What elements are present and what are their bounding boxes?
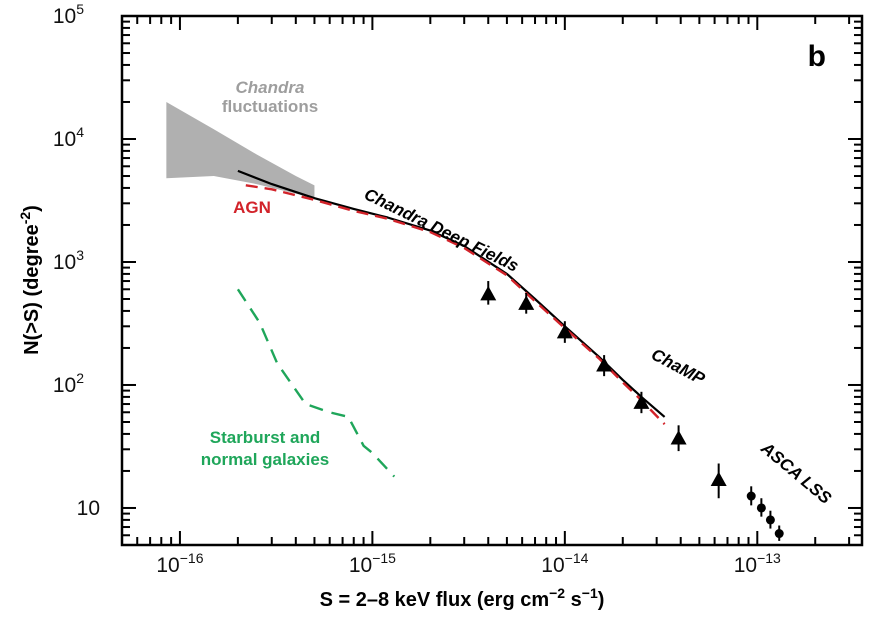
champ-point-2	[518, 295, 535, 310]
asca-point-3	[765, 515, 775, 525]
chandra-fluctuations-label: Chandra	[236, 78, 305, 97]
x-axis-title-sup2: −1	[582, 585, 598, 601]
x-axis-title-sup1: −2	[549, 585, 565, 601]
champ-label: ChaMP	[648, 345, 708, 389]
champ-point-6	[670, 430, 687, 445]
x-axis-title: S = 2–8 keV flux (erg cm−2 s−1)	[320, 585, 605, 611]
champ-point-4	[596, 357, 613, 372]
series-line-3	[236, 288, 396, 478]
champ-point-3	[556, 323, 573, 339]
chandra-deep-fields-label: Chandra Deep Fields	[361, 185, 521, 276]
ticks-layer	[121, 15, 862, 546]
starburst-label-line2: normal galaxies	[201, 450, 330, 469]
asca-point-4	[774, 529, 784, 539]
x-tick-label-2: 10−15	[349, 550, 396, 577]
y-tick-label-3: 103	[53, 247, 84, 274]
y-axis-title-main: N(>S) (degree	[21, 224, 43, 355]
y-tick-label-5: 105	[53, 1, 84, 28]
x-axis-title-main: S = 2–8 keV flux (erg cm	[320, 589, 550, 611]
series-layer	[236, 169, 666, 478]
series-line-1	[237, 169, 666, 418]
y-tick-label-1: 10	[77, 497, 100, 520]
starburst-label-line1: Starburst and	[210, 428, 321, 447]
champ-point-1	[480, 285, 497, 301]
y-axis-title: N(>S) (degree-2)	[17, 205, 43, 355]
y-tick-label-2: 102	[53, 370, 84, 397]
x-tick-label-1: 10−16	[156, 550, 203, 577]
y-tick-label-4: 104	[53, 124, 84, 151]
chandra-fluctuations-label-2: fluctuations	[222, 97, 318, 116]
x-tick-label-3: 10−14	[541, 550, 588, 577]
y-axis-title-end: )	[21, 205, 43, 212]
x-tick-label-4: 10−13	[734, 550, 781, 577]
x-axis-title-mid: s	[565, 589, 582, 611]
champ-point-7	[710, 471, 727, 487]
series-line-2	[245, 184, 666, 426]
labels-layer: 10−16 10−15 10−14 10−13 10 102 103 104 105	[53, 1, 781, 577]
fluctuations-band	[166, 101, 315, 199]
asca-point-2	[756, 503, 766, 513]
x-axis-title-end: )	[598, 589, 605, 611]
fluctuations-band-layer	[166, 101, 315, 199]
champ-point-5	[633, 394, 650, 409]
points-layer	[480, 281, 784, 541]
asca-lss-label: ASCA LSS	[757, 438, 836, 508]
panel-label: b	[808, 40, 826, 73]
agn-label: AGN	[233, 198, 271, 217]
asca-point-1	[746, 491, 756, 501]
y-axis-title-sup: -2	[17, 212, 33, 225]
